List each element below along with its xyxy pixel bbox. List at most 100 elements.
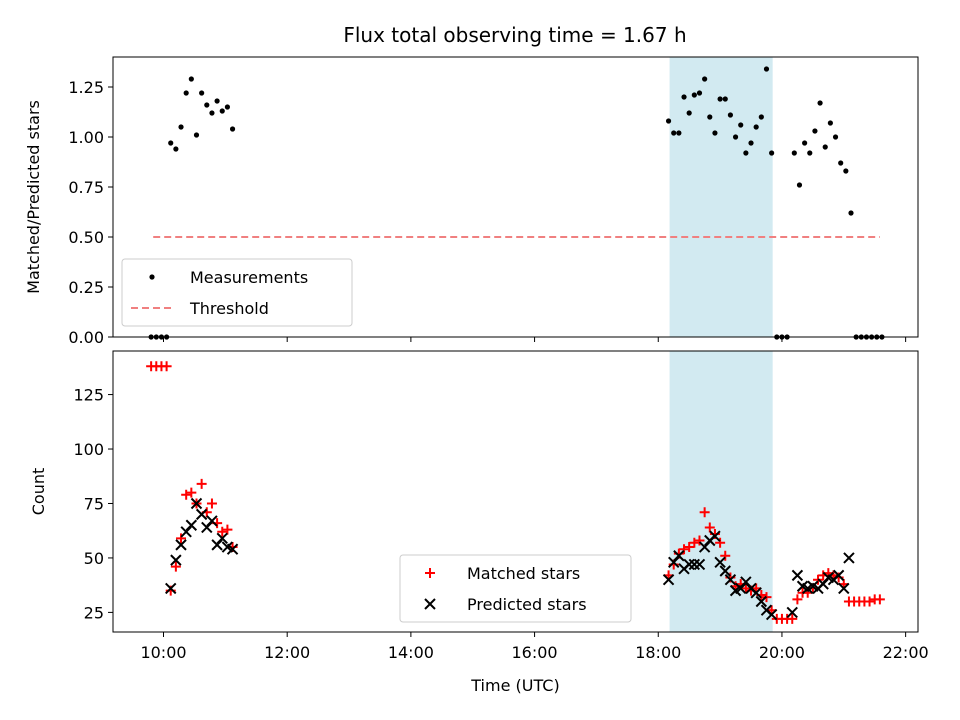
measurement-point	[204, 102, 210, 108]
measurement-point	[173, 146, 179, 152]
predicted-point	[683, 558, 695, 571]
predicted-point	[832, 569, 845, 582]
y-axis-label: Count	[29, 468, 48, 516]
predicted-point	[226, 543, 239, 555]
measurement-point	[827, 120, 833, 126]
matched-point	[181, 489, 192, 500]
measurement-point	[743, 150, 749, 156]
predicted-point	[719, 565, 731, 577]
matched-point	[679, 544, 690, 555]
measurement-point	[812, 128, 818, 134]
measurement-point	[802, 140, 808, 146]
predicted-point	[791, 569, 804, 582]
predicted-point	[170, 554, 182, 566]
y-tick-label: 0.25	[68, 278, 104, 297]
x-tick-label: 12:00	[264, 643, 310, 662]
x-tick-label: 18:00	[635, 643, 681, 662]
legend-label: Threshold	[189, 299, 269, 318]
y-tick-label: 75	[84, 494, 104, 513]
matched-point	[176, 533, 187, 544]
x-tick-label: 10:00	[140, 643, 186, 662]
chart-title: Flux total observing time = 1.67 h	[343, 23, 686, 47]
matched-point	[196, 478, 207, 489]
matched-point	[699, 507, 710, 518]
measurement-point	[817, 100, 823, 106]
measurement-point	[702, 76, 708, 82]
measurement-point	[168, 140, 174, 146]
predicted-point	[673, 550, 685, 562]
matched-point	[704, 522, 715, 533]
matched-point	[864, 596, 875, 607]
predicted-point	[206, 515, 218, 527]
matched-point	[874, 594, 885, 605]
predicted-point	[688, 558, 701, 571]
matched-point	[222, 524, 233, 535]
measurement-point	[671, 130, 677, 136]
predicted-point	[216, 532, 228, 545]
measurement-point	[727, 112, 734, 118]
measurement-point	[686, 110, 692, 116]
legend: Matched stars Predicted stars	[399, 554, 632, 623]
measurement-point	[807, 150, 813, 156]
legend-label: Measurements	[190, 268, 308, 287]
matched-point	[689, 537, 700, 548]
matched-point	[161, 361, 172, 372]
measurement-point	[832, 134, 839, 140]
measurement-point	[722, 96, 728, 102]
matched-point	[217, 526, 228, 537]
matched-point	[787, 613, 798, 624]
predicted-point	[709, 530, 721, 542]
legend-box	[121, 258, 353, 327]
measurement-point	[758, 114, 764, 120]
predicted-point	[185, 519, 198, 531]
x-tick-label: 22:00	[883, 643, 929, 662]
y-tick-label: 125	[73, 386, 104, 405]
measurement-point	[193, 132, 200, 138]
top-panel: 0.00 0.25 0.50 0.75 1.00 1.25 Matched/Predicte…	[24, 56, 919, 347]
measurement-point	[732, 134, 739, 140]
measurement-point	[843, 168, 849, 174]
y-tick-label: 0.50	[68, 228, 104, 247]
predicted-point	[786, 606, 798, 619]
predicted-point	[750, 587, 762, 599]
matched-point	[715, 537, 726, 548]
measurement-point	[753, 124, 759, 130]
y-tick-label: 25	[84, 603, 104, 622]
measurement-point	[738, 122, 744, 128]
x-axis-label: Time (UTC)	[470, 676, 559, 695]
predicted-point	[693, 558, 706, 571]
measurement-point	[796, 182, 803, 188]
y-tick-label: 1.00	[68, 128, 104, 147]
x-tick-label: 14:00	[388, 643, 434, 662]
predicted-point	[175, 539, 187, 551]
measurement-point	[676, 130, 682, 136]
predicted-point	[755, 595, 768, 608]
matched-point	[694, 535, 705, 546]
matched-point	[720, 550, 731, 561]
x-tick-label: 16:00	[512, 643, 558, 662]
legend-marker-matched	[425, 568, 435, 578]
measurement-point	[224, 104, 231, 110]
predicted-point	[190, 497, 203, 510]
measurement-point	[183, 90, 189, 96]
measurement-point	[769, 150, 775, 156]
measurement-point	[199, 90, 205, 96]
y-tick-label: 100	[73, 440, 104, 459]
measurement-point	[219, 108, 225, 114]
predicted-point	[165, 582, 177, 595]
measurement-point	[763, 66, 770, 72]
legend-label: Predicted stars	[467, 595, 587, 614]
measurement-point	[188, 76, 194, 82]
legend-label: Matched stars	[467, 564, 580, 583]
predicted-point	[662, 574, 675, 586]
matched-point	[792, 594, 803, 605]
measurement-point	[748, 140, 754, 146]
measurement-point	[822, 144, 828, 150]
measurement-point	[681, 94, 687, 100]
measurement-point	[691, 92, 697, 98]
predicted-point	[195, 508, 208, 521]
predicted-point	[765, 608, 778, 621]
highlight-span	[669, 57, 773, 337]
y-tick-label: 0.00	[68, 328, 104, 347]
measurement-point	[712, 130, 718, 136]
